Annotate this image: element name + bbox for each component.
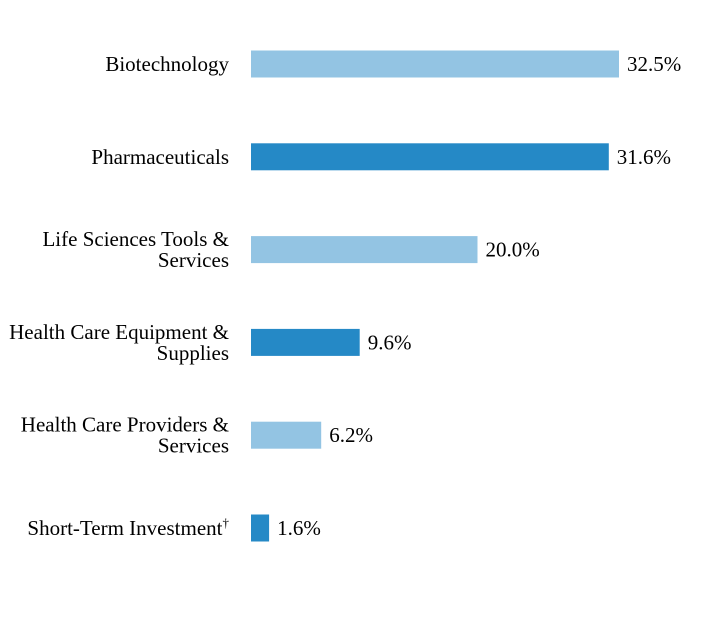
bar-value-label-1: 31.6% bbox=[617, 145, 671, 169]
category-label-2-line-0: Life Sciences Tools & bbox=[42, 227, 229, 251]
bar-value-label-0: 32.5% bbox=[627, 52, 681, 76]
category-label-3-line-0: Health Care Equipment & bbox=[9, 320, 229, 344]
category-label-3-line-1: Supplies bbox=[157, 341, 229, 365]
bar-4 bbox=[251, 421, 322, 449]
bar-3 bbox=[251, 328, 360, 356]
bar-value-label-5: 1.6% bbox=[277, 516, 321, 540]
category-label-1: Pharmaceuticals bbox=[91, 145, 229, 169]
category-label-0: Biotechnology bbox=[105, 52, 229, 76]
category-label-5: Short-Term Investment† bbox=[27, 515, 229, 540]
category-label-4-line-1: Services bbox=[158, 434, 229, 458]
bar-5 bbox=[251, 514, 270, 542]
bar-0 bbox=[251, 50, 619, 78]
bar-2 bbox=[251, 236, 478, 264]
category-label-2-line-1: Services bbox=[158, 248, 229, 272]
bar-value-label-2: 20.0% bbox=[486, 238, 540, 262]
bar-value-label-3: 9.6% bbox=[368, 330, 412, 354]
bar-value-label-4: 6.2% bbox=[329, 423, 373, 447]
bar-1 bbox=[251, 143, 609, 171]
category-label-4-line-0: Health Care Providers & bbox=[21, 413, 229, 437]
category-footnote-marker-5: † bbox=[223, 515, 230, 530]
